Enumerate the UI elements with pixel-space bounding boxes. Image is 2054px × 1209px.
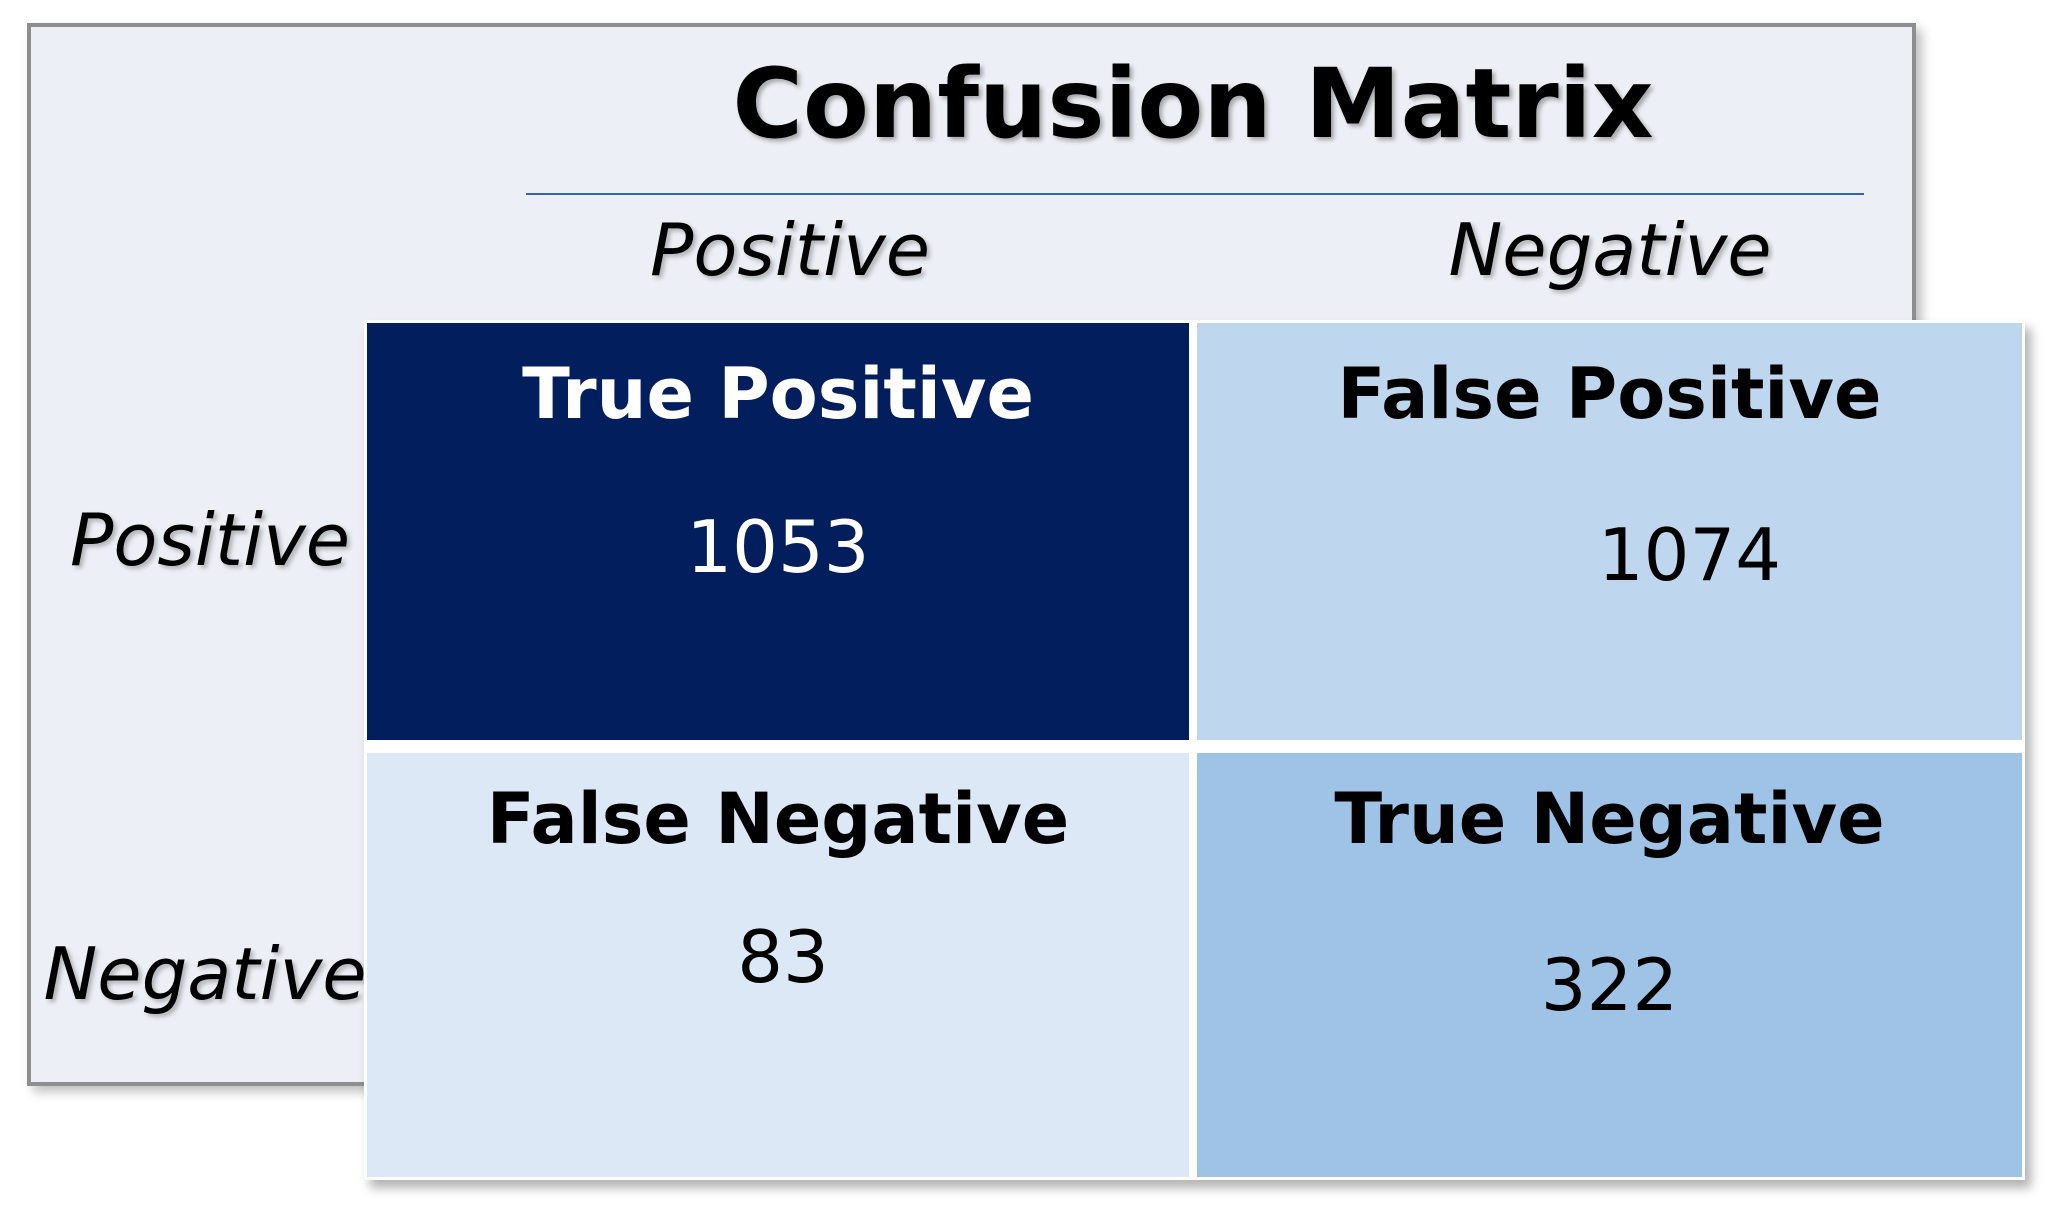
cell-value-true-positive: 1053 bbox=[686, 505, 870, 589]
column-label-positive: Positive bbox=[649, 208, 931, 292]
cell-false-negative: False Negative 83 bbox=[367, 753, 1189, 1177]
cell-label-false-positive: False Positive bbox=[1337, 353, 1882, 435]
cell-label-true-positive: True Positive bbox=[522, 353, 1034, 435]
cell-false-positive: False Positive 1074 bbox=[1197, 323, 2022, 740]
row-label-negative: Negative bbox=[43, 932, 367, 1016]
row-label-positive: Positive bbox=[69, 498, 351, 582]
column-label-negative: Negative bbox=[1448, 208, 1772, 292]
cell-value-false-negative: 83 bbox=[737, 915, 829, 999]
cell-label-false-negative: False Negative bbox=[486, 778, 1070, 860]
cell-true-positive: True Positive 1053 bbox=[367, 323, 1189, 740]
cell-value-false-positive: 1074 bbox=[1597, 513, 1782, 597]
cell-value-true-negative: 322 bbox=[1540, 943, 1679, 1027]
chart-title: Confusion Matrix bbox=[732, 48, 1654, 160]
title-underline bbox=[526, 193, 1864, 195]
cell-true-negative: True Negative 322 bbox=[1197, 753, 2022, 1177]
confusion-matrix-grid: True Positive 1053 False Positive 1074 F… bbox=[364, 320, 2025, 1180]
cell-label-true-negative: True Negative bbox=[1334, 778, 1885, 860]
